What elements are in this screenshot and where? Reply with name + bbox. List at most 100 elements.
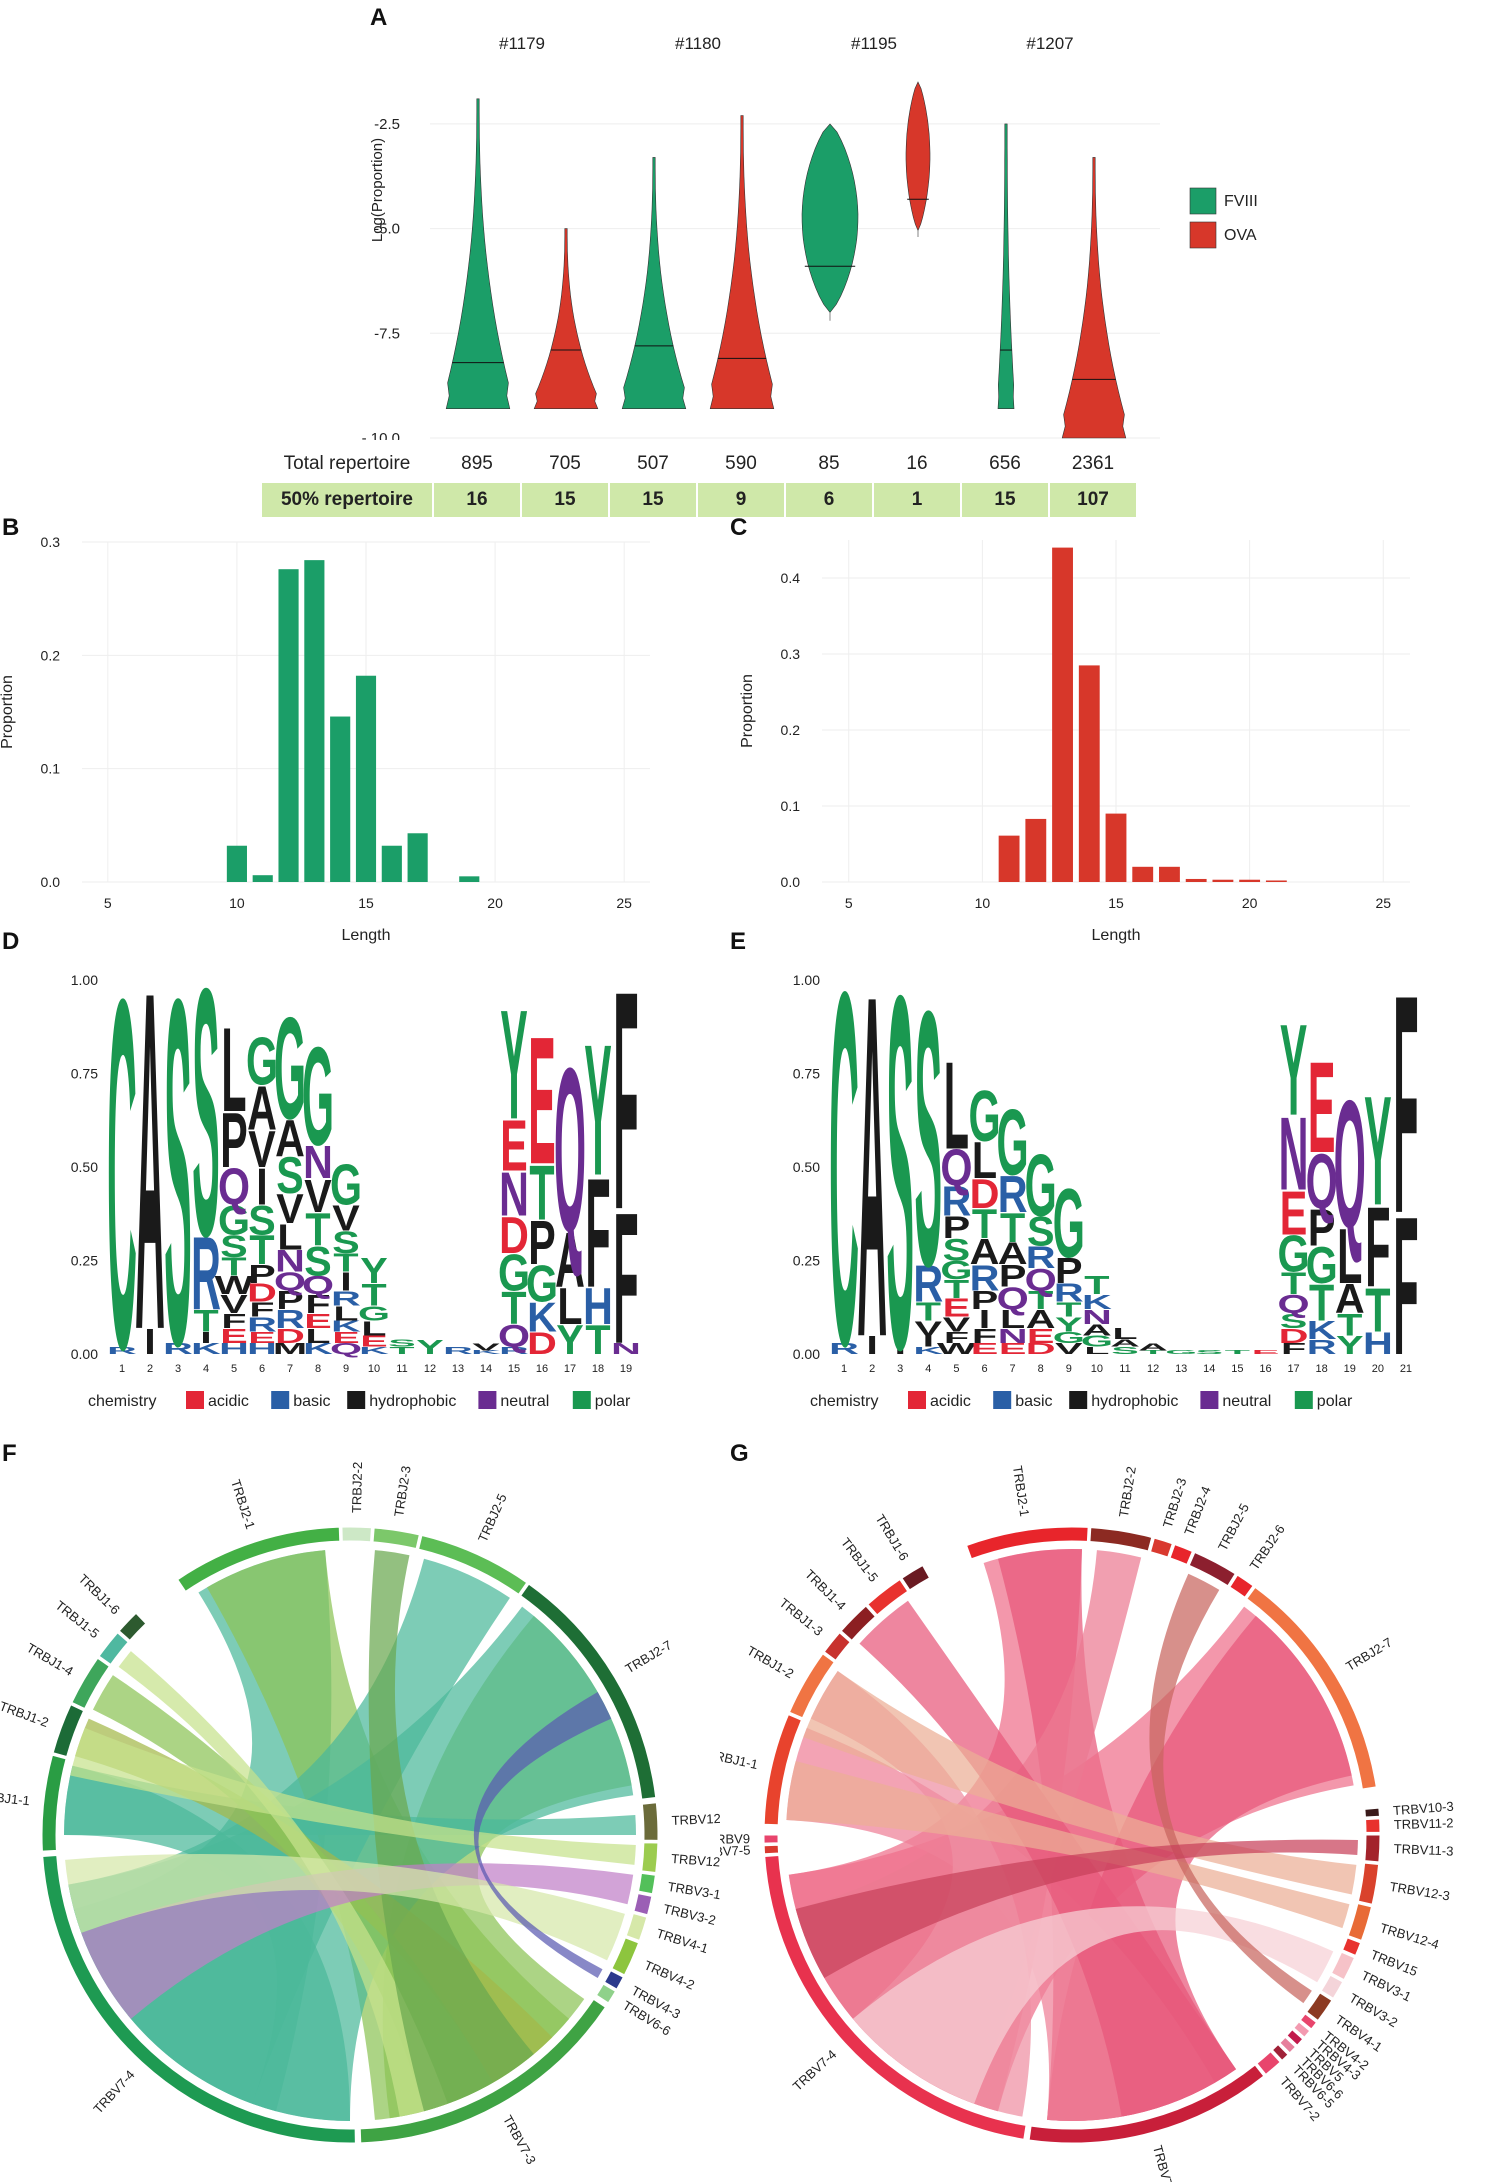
segment-label-trbv12-4: TRBV12-4 — [671, 1851, 720, 1871]
panel-letter-f: F — [2, 1440, 17, 1467]
y-tick-label: 0.00 — [71, 1346, 98, 1362]
position-label: 17 — [564, 1363, 576, 1375]
logo-letter-K: K — [359, 1345, 389, 1356]
segment-trbv12-3 — [1357, 1862, 1380, 1905]
logo-letter-Q: Q — [1334, 1063, 1366, 1266]
segment-label-trbj1-5: TRBJ1-5 — [53, 1598, 103, 1642]
logo-letter-D: D — [1279, 1324, 1309, 1348]
segment-label-trbj2-2: TRBJ2-2 — [349, 1462, 365, 1514]
chord-ribbon — [81, 1863, 634, 2019]
segment-trbv6-6 — [1279, 2036, 1297, 2054]
logo-letter-F: F — [613, 950, 638, 1275]
table-cell-total: 705 — [549, 453, 581, 474]
bar-length-16 — [1132, 866, 1154, 882]
y-tick-label: 0.75 — [793, 1066, 820, 1082]
segment-label-trbj2-1: TRBJ2-1 — [1010, 1465, 1032, 1518]
segment-trbv4-3 — [1293, 2021, 1311, 2038]
segment-trbv12-3 — [641, 1802, 659, 1841]
logo-letter-L: L — [305, 1324, 330, 1348]
segment-label-trbv11-2: TRBV11-2 — [1394, 1815, 1454, 1832]
logo-letter-T: T — [916, 1298, 941, 1327]
logo-letter-S: S — [332, 1225, 359, 1260]
logo-letter-G: G — [1053, 1329, 1085, 1346]
logo-letter-Y: Y — [1280, 999, 1308, 1143]
legend-swatch-neutral — [1200, 1391, 1219, 1409]
logo-letter-A: A — [135, 950, 165, 1420]
y-axis-label: Proportion — [739, 674, 756, 748]
logo-letter-K: K — [303, 1340, 333, 1358]
logo-letter-G: G — [498, 1244, 530, 1302]
segment-trbv6-5 — [1271, 2043, 1289, 2061]
segment-label-trbv7-4: TRBV7-4 — [790, 2047, 840, 2094]
legend-swatch-ova — [1189, 221, 1217, 249]
logo-letter-I: I — [256, 1158, 267, 1216]
y-tick-label: 0.3 — [781, 646, 801, 662]
position-label: 14 — [1203, 1363, 1215, 1375]
logo-letter-L: L — [557, 1278, 582, 1336]
y-axis-label: Proportion — [0, 675, 16, 749]
logo-letter-V: V — [943, 1312, 971, 1336]
logo-letter-H: H — [247, 1340, 277, 1358]
logo-letter-I: I — [866, 1331, 877, 1360]
logo-letter-G: G — [1025, 1136, 1057, 1235]
logo-letter-P: P — [999, 1259, 1027, 1294]
logo-letter-R: R — [499, 1345, 529, 1356]
chord-ribbon — [64, 1765, 350, 2121]
table-cell-50: 6 — [786, 483, 872, 517]
logo-letter-I: I — [340, 1268, 351, 1297]
logo-letter-R: R — [443, 1345, 473, 1356]
logo-letter-N: N — [1279, 1095, 1309, 1212]
logo-letter-E: E — [1308, 1036, 1336, 1180]
segment-label-trbj1-1: TRBJ1-1 — [0, 1788, 31, 1808]
segment-trbv7-2 — [1256, 2051, 1281, 2076]
table-cell-total: 85 — [818, 453, 840, 474]
position-label: 10 — [368, 1363, 380, 1375]
segment-trbj1-4 — [840, 1605, 876, 1641]
logo-letter-Q: Q — [940, 1139, 972, 1197]
segment-trbj1-2 — [788, 1653, 835, 1719]
table-cell-50: 15 — [962, 483, 1048, 517]
logo-letter-A: A — [1026, 1305, 1056, 1334]
x-tick-label: 15 — [1108, 895, 1124, 911]
position-label: 2 — [147, 1363, 153, 1375]
position-label: 16 — [536, 1363, 548, 1375]
logo-letter-V: V — [915, 1316, 943, 1340]
logo-letter-P: P — [1308, 1199, 1336, 1257]
position-label: 7 — [287, 1363, 293, 1375]
logo-letter-D: D — [527, 1326, 557, 1361]
logo-letter-Y: Y — [1055, 1312, 1083, 1336]
segment-trbv7-4 — [764, 1854, 1027, 2140]
logo-letter-T: T — [1000, 1204, 1025, 1251]
chord-ribbon — [65, 1853, 625, 1961]
segment-trbv7-4 — [42, 1854, 356, 2144]
legend-label-neutral: neutral — [500, 1393, 549, 1410]
segment-label-trbj2-6: TRBJ2-6 — [1247, 1522, 1288, 1573]
logo-letter-F: F — [944, 1329, 969, 1346]
logo-letter-G: G — [940, 1257, 972, 1286]
logo-letter-S: S — [886, 950, 914, 1420]
x-tick-label: 20 — [487, 895, 503, 911]
table-row-label-total: Total repertoire — [283, 453, 411, 474]
logo-letter-F: F — [1365, 1184, 1390, 1312]
logo-letter-G: G — [968, 1074, 1000, 1156]
segment-label-trbv3-1: TRBV3-1 — [667, 1879, 720, 1902]
logo-letter-P: P — [276, 1286, 303, 1315]
chord-ribbon — [852, 1906, 1334, 2104]
bar-length-21 — [1265, 880, 1287, 882]
logo-letter-D: D — [1026, 1340, 1056, 1357]
violin-ova-1195 — [905, 81, 931, 237]
logo-letter-G: G — [1053, 1169, 1085, 1279]
segment-trbv7-3 — [359, 1998, 607, 2144]
logo-letter-N: N — [1082, 1305, 1112, 1329]
x-tick-label: 20 — [1242, 895, 1258, 911]
logo-letter-R: R — [970, 1259, 1000, 1299]
segment-label-trbv7-4: TRBV7-4 — [90, 2067, 137, 2117]
violin-ova-1180 — [709, 115, 775, 409]
logo-letter-S: S — [304, 1238, 331, 1284]
logo-letter-N: N — [998, 1324, 1028, 1348]
group-label: #1207 — [1026, 34, 1073, 53]
y-tick-label: -2.5 — [374, 116, 400, 133]
logo-letter-Y: Y — [416, 1335, 444, 1359]
table-cell-50: 15 — [610, 483, 696, 517]
